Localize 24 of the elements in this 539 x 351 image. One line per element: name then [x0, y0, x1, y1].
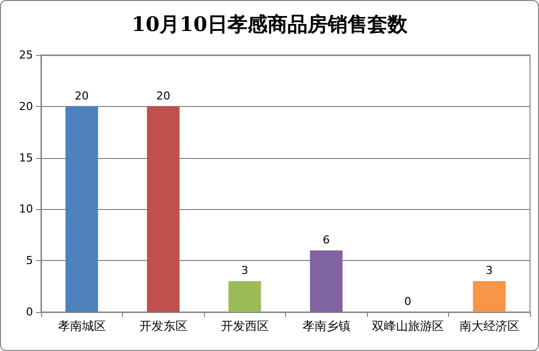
- data-label: 3: [241, 264, 248, 278]
- y-tick-label: 25: [19, 48, 33, 62]
- chart-title: 10月10日孝感商品房销售套数: [132, 12, 408, 36]
- bar: [310, 250, 343, 312]
- x-tick-label: 开发东区: [139, 319, 188, 333]
- x-tick-label: 南大经济区: [459, 319, 520, 333]
- y-tick-label: 20: [19, 100, 33, 113]
- data-label: 20: [74, 89, 89, 102]
- data-label: 20: [156, 89, 170, 102]
- y-tick-label: 15: [19, 151, 33, 164]
- y-tick-label: 0: [26, 306, 33, 318]
- x-tick-label: 孝南城区: [58, 319, 106, 333]
- bar: [146, 106, 180, 312]
- data-label: 3: [486, 264, 493, 278]
- x-tick-label: 孝南乡镇: [302, 319, 350, 333]
- bar: [65, 106, 98, 312]
- bar: [472, 281, 506, 312]
- bar: [228, 281, 262, 312]
- y-tick-label: 10: [19, 202, 33, 216]
- data-label: 0: [404, 295, 412, 308]
- x-tick-label: 双峰山旅游区: [372, 319, 444, 333]
- x-tick-label: 开发西区: [220, 319, 269, 333]
- y-tick-label: 5: [26, 254, 33, 268]
- data-label: 6: [322, 233, 330, 246]
